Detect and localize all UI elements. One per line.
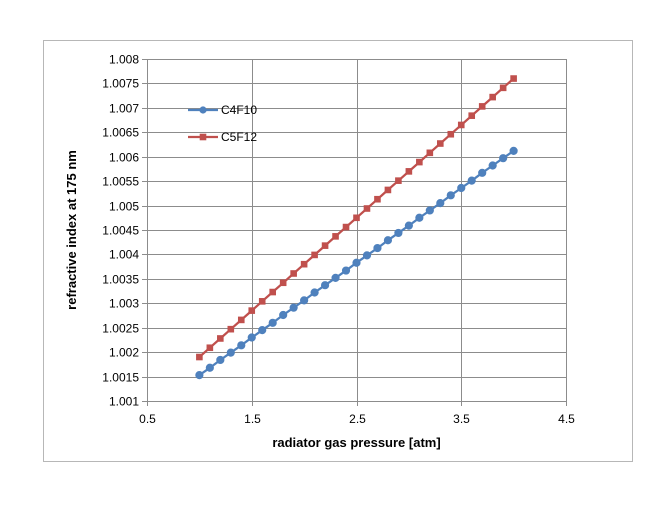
data-point-c4f10 [425, 206, 434, 215]
data-point-c5f12 [353, 214, 360, 222]
line-chart: 1.001 1.0015 1.002 1.0025 1.003 1.0035 1.004 1.… [64, 53, 575, 451]
y-tick-label: 1.006 [109, 151, 139, 165]
data-point-c5f12 [321, 242, 329, 249]
y-tick-label: 1.0015 [102, 371, 139, 385]
x-tick-label: 1.5 [244, 412, 261, 426]
data-point-c5f12 [279, 279, 287, 287]
data-point-c5f12 [468, 112, 476, 119]
data-point-c4f10 [478, 168, 487, 177]
legend-item-c5f12: C5F12 [188, 130, 257, 144]
data-point-c5f12 [237, 316, 245, 324]
y-tick-label: 1.004 [109, 248, 139, 262]
data-point-c5f12 [311, 251, 318, 259]
data-point-c5f12 [510, 75, 517, 82]
data-point-c4f10 [300, 296, 309, 305]
y-tick-label: 1.0025 [102, 322, 139, 336]
y-tick-label: 1.0055 [102, 175, 139, 189]
y-tick-label: 1.003 [109, 297, 139, 311]
data-point-c5f12 [426, 149, 434, 157]
data-point-c4f10 [247, 333, 256, 342]
legend-label-c4f10: C4F10 [221, 103, 257, 117]
grid-lines [147, 59, 567, 401]
legend-marker-c5f12 [199, 133, 207, 141]
data-point-c4f10 [289, 303, 298, 312]
data-point-c4f10 [205, 363, 214, 372]
data-point-c5f12 [290, 270, 297, 277]
data-point-c5f12 [248, 307, 256, 314]
data-point-c5f12 [489, 93, 496, 101]
data-point-c4f10 [436, 199, 445, 208]
data-point-c4f10 [216, 355, 225, 365]
data-point-c4f10 [394, 228, 403, 238]
data-point-c4f10 [499, 154, 508, 163]
data-point-c4f10 [362, 251, 372, 260]
data-point-c5f12 [363, 205, 371, 212]
data-point-c4f10 [279, 310, 288, 320]
data-point-c4f10 [467, 176, 476, 185]
data-point-c4f10 [457, 183, 466, 193]
data-point-c4f10 [383, 236, 393, 245]
data-point-c5f12 [437, 140, 444, 147]
data-point-c4f10 [258, 326, 267, 335]
data-point-c5f12 [457, 121, 465, 129]
data-point-c4f10 [320, 281, 330, 290]
data-point-c4f10 [268, 318, 277, 327]
x-axis-title: radiator gas pressure [atm] [272, 435, 440, 450]
data-point-c4f10 [373, 243, 382, 253]
data-point-c4f10 [310, 288, 319, 297]
data-point-c4f10 [195, 371, 204, 380]
y-tick-label: 1.0075 [102, 77, 139, 91]
data-point-c4f10 [446, 191, 455, 200]
data-point-c4f10 [331, 273, 340, 282]
data-point-c5f12 [258, 298, 266, 305]
data-point-c5f12 [300, 260, 308, 268]
legend-label-c5f12: C5F12 [221, 130, 257, 144]
data-point-c4f10 [341, 266, 351, 275]
x-tick-label: 3.5 [453, 412, 470, 426]
y-tick-label: 1.008 [109, 53, 139, 67]
legend: C4F10 C5F12 [188, 103, 257, 144]
data-point-c5f12 [499, 84, 507, 92]
chart-area: 1.001 1.0015 1.002 1.0025 1.003 1.0035 1.004 1.… [43, 40, 633, 462]
legend-item-c4f10: C4F10 [188, 103, 257, 117]
data-point-c5f12 [227, 325, 235, 333]
x-tick-label: 2.5 [349, 412, 366, 426]
y-tick-label: 1.007 [109, 102, 139, 116]
data-point-c5f12 [342, 223, 350, 231]
data-point-c4f10 [226, 348, 235, 357]
y-axis-title: refractive index at 175 nm [64, 150, 79, 310]
data-point-c4f10 [352, 258, 361, 267]
data-point-c5f12 [332, 233, 339, 240]
data-point-c5f12 [405, 168, 413, 175]
data-point-c5f12 [384, 186, 392, 194]
data-point-c5f12 [416, 158, 423, 166]
data-point-c5f12 [206, 344, 214, 352]
data-point-c4f10 [415, 213, 424, 222]
y-tick-label: 1.002 [109, 346, 139, 360]
y-tick-label: 1.0045 [102, 224, 139, 238]
data-point-c5f12 [478, 103, 486, 110]
data-point-c5f12 [374, 195, 381, 203]
data-point-c5f12 [269, 288, 276, 296]
x-tick-label: 0.5 [139, 412, 156, 426]
data-point-c4f10 [488, 161, 497, 170]
data-point-c5f12 [196, 353, 203, 361]
data-point-c5f12 [447, 130, 455, 138]
y-tick-label: 1.0035 [102, 273, 139, 287]
y-tick-label: 1.0065 [102, 126, 139, 140]
legend-marker-c4f10 [199, 106, 207, 114]
y-tick-label: 1.005 [109, 200, 139, 214]
data-point-c4f10 [404, 221, 413, 230]
x-tick-label: 4.5 [558, 412, 575, 426]
data-point-c4f10 [509, 146, 518, 155]
y-tick-label: 1.001 [109, 395, 139, 409]
data-point-c4f10 [237, 341, 246, 350]
tick-labels: 1.001 1.0015 1.002 1.0025 1.003 1.0035 1.004 1.… [102, 53, 575, 427]
series-lines [195, 75, 518, 380]
axes [142, 59, 567, 406]
data-point-c5f12 [395, 177, 402, 184]
data-point-c5f12 [217, 335, 224, 342]
